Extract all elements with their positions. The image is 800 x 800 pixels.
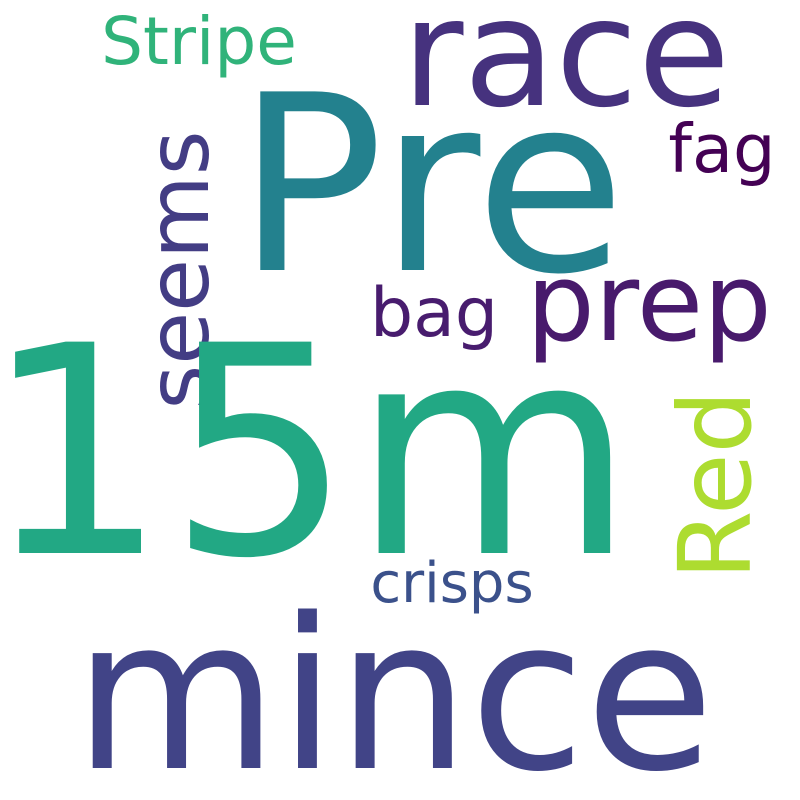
word-15m: 15m	[0, 285, 635, 622]
word-bag: bag	[370, 274, 498, 353]
word-stripe: Stripe	[101, 3, 297, 80]
word-fag: fag	[668, 110, 775, 188]
word-seems: seems	[129, 130, 229, 409]
word-red: Red	[657, 390, 774, 580]
word-prep: prep	[526, 241, 772, 366]
word-pre: Pre	[236, 43, 626, 328]
word-race: race	[402, 0, 730, 141]
word-mince: mince	[74, 573, 715, 800]
word-crisps: crisps	[370, 551, 533, 616]
